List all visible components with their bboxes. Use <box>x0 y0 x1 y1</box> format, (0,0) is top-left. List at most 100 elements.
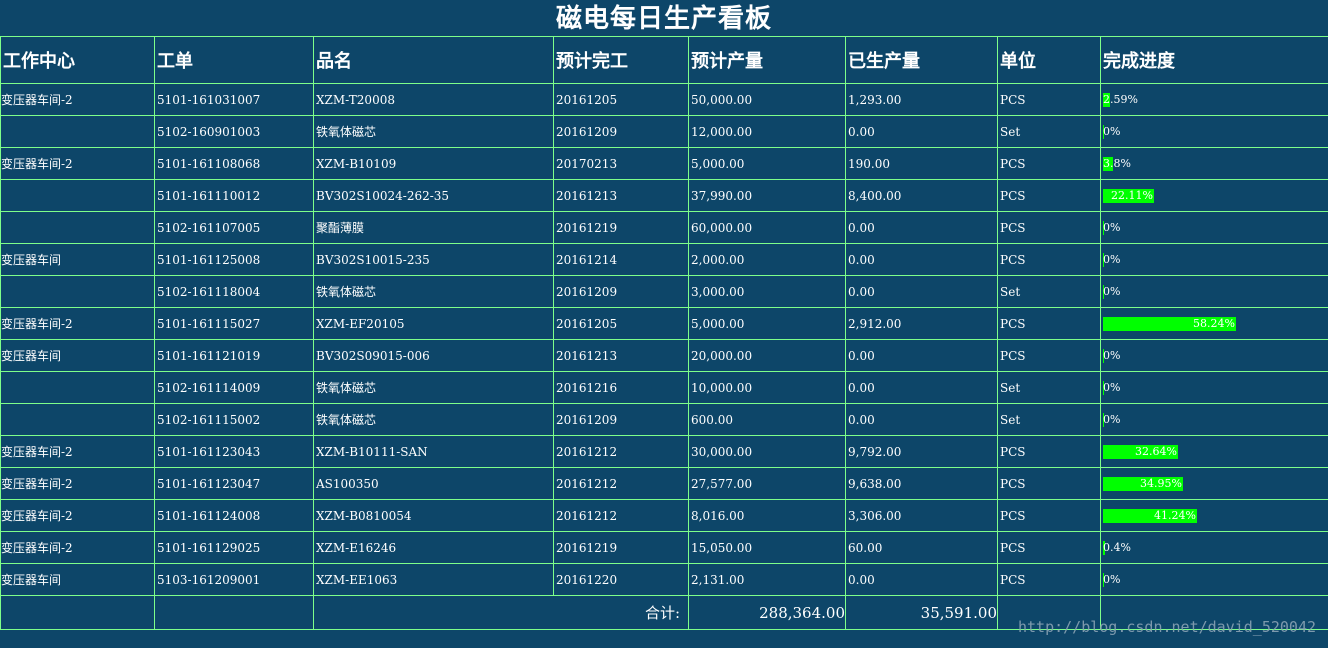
work-order-cell: 5101-161108068 <box>154 147 314 180</box>
planned-qty-cell: 50,000.00 <box>688 83 846 116</box>
work-center-cell: 变压器车间-2 <box>0 499 155 532</box>
unit-cell: PCS <box>997 211 1101 244</box>
table-row: 变压器车间-2 5101-161129025 XZM-E16246 20161219 1… <box>0 531 1328 564</box>
col-header-planned-finish: 预计完工 <box>553 36 689 84</box>
table-row: 变压器车间-2 5101-161123043 XZM-B10111-SAN 20161… <box>0 435 1328 468</box>
work-center-cell <box>0 115 155 148</box>
planned-qty-cell: 37,990.00 <box>688 179 846 212</box>
col-header-work-center: 工作中心 <box>0 36 155 84</box>
unit-cell: PCS <box>997 83 1101 116</box>
work-order-cell: 5102-161114009 <box>154 371 314 404</box>
progress-bar: 41.24% <box>1103 508 1197 523</box>
work-center-cell: 变压器车间 <box>0 339 155 372</box>
produced-qty-cell: 3,306.00 <box>845 499 998 532</box>
progress-cell: 3.8% <box>1100 147 1328 180</box>
unit-cell: PCS <box>997 147 1101 180</box>
progress-cell: 0.4% <box>1100 531 1328 564</box>
progress-bar: 0% <box>1103 284 1121 299</box>
planned-finish-cell: 20161219 <box>553 211 689 244</box>
progress-cell: 34.95% <box>1100 467 1328 500</box>
produced-qty-cell: 0.00 <box>845 563 998 596</box>
progress-bar: 34.95% <box>1103 476 1183 491</box>
produced-qty-cell: 0.00 <box>845 403 998 436</box>
planned-qty-cell: 2,000.00 <box>688 243 846 276</box>
produced-qty-cell: 1,293.00 <box>845 83 998 116</box>
unit-cell: Set <box>997 115 1101 148</box>
planned-finish-cell: 20161219 <box>553 531 689 564</box>
table-row: 变压器车间-2 5101-161124008 XZM-B0810054 2016121… <box>0 499 1328 532</box>
product-name-cell: 铁氧体磁芯 <box>313 371 554 404</box>
table-body: 变压器车间-2 5101-161031007 XZM-T20008 20161205 5… <box>0 83 1328 596</box>
unit-cell: Set <box>997 371 1101 404</box>
col-header-progress: 完成进度 <box>1100 36 1328 84</box>
table-row: 变压器车间-2 5101-161031007 XZM-T20008 20161205 5… <box>0 83 1328 116</box>
planned-finish-cell: 20161209 <box>553 403 689 436</box>
header-row: 工作中心 工单 品名 预计完工 预计产量 已生产量 单位 完成进度 <box>0 36 1328 84</box>
product-name-cell: 铁氧体磁芯 <box>313 275 554 308</box>
product-name-cell: XZM-T20008 <box>313 83 554 116</box>
progress-cell: 0% <box>1100 339 1328 372</box>
col-header-work-order: 工单 <box>154 36 314 84</box>
product-name-cell: BV302S09015-006 <box>313 339 554 372</box>
unit-cell: PCS <box>997 243 1101 276</box>
table-row: 变压器车间-2 5101-161108068 XZM-B10109 20170213 5… <box>0 147 1328 180</box>
planned-qty-cell: 20,000.00 <box>688 339 846 372</box>
progress-bar: 58.24% <box>1103 316 1236 331</box>
total-empty-cell <box>154 595 314 630</box>
progress-cell: 0% <box>1100 371 1328 404</box>
work-order-cell: 5101-161123043 <box>154 435 314 468</box>
work-center-cell: 变压器车间-2 <box>0 435 155 468</box>
unit-cell: PCS <box>997 435 1101 468</box>
progress-bar: 0% <box>1103 348 1121 363</box>
table-row: 5102-160901003 铁氧体磁芯 20161209 12,000.00 0.00… <box>0 115 1328 148</box>
produced-qty-cell: 0.00 <box>845 243 998 276</box>
planned-qty-cell: 3,000.00 <box>688 275 846 308</box>
planned-finish-cell: 20161205 <box>553 83 689 116</box>
progress-bar: 0.4% <box>1103 540 1131 555</box>
planned-finish-cell: 20161212 <box>553 499 689 532</box>
work-order-cell: 5102-161107005 <box>154 211 314 244</box>
progress-cell: 0% <box>1100 275 1328 308</box>
progress-cell: 0% <box>1100 243 1328 276</box>
planned-finish-cell: 20161216 <box>553 371 689 404</box>
work-order-cell: 5101-161115027 <box>154 307 314 340</box>
product-name-cell: 聚酯薄膜 <box>313 211 554 244</box>
progress-bar: 3.8% <box>1103 156 1131 171</box>
table-row: 变压器车间 5103-161209001 XZM-EE1063 20161220 2,1… <box>0 563 1328 596</box>
unit-cell: Set <box>997 275 1101 308</box>
produced-qty-cell: 0.00 <box>845 275 998 308</box>
total-empty-cell <box>0 595 155 630</box>
planned-finish-cell: 20161213 <box>553 339 689 372</box>
work-center-cell: 变压器车间-2 <box>0 147 155 180</box>
planned-qty-cell: 15,050.00 <box>688 531 846 564</box>
product-name-cell: AS100350 <box>313 467 554 500</box>
unit-cell: Set <box>997 403 1101 436</box>
progress-cell: 41.24% <box>1100 499 1328 532</box>
work-order-cell: 5102-161118004 <box>154 275 314 308</box>
table-row: 变压器车间 5101-161125008 BV302S10015-235 201612… <box>0 243 1328 276</box>
planned-finish-cell: 20161213 <box>553 179 689 212</box>
product-name-cell: XZM-EF20105 <box>313 307 554 340</box>
product-name-cell: XZM-EE1063 <box>313 563 554 596</box>
work-order-cell: 5102-161115002 <box>154 403 314 436</box>
progress-bar: 0% <box>1103 572 1121 587</box>
total-label: 合计: <box>313 595 689 630</box>
produced-qty-cell: 0.00 <box>845 211 998 244</box>
planned-finish-cell: 20161212 <box>553 467 689 500</box>
product-name-cell: BV302S10024-262-35 <box>313 179 554 212</box>
planned-qty-cell: 10,000.00 <box>688 371 846 404</box>
progress-cell: 0% <box>1100 115 1328 148</box>
col-header-produced-qty: 已生产量 <box>845 36 998 84</box>
work-center-cell <box>0 403 155 436</box>
produced-qty-cell: 8,400.00 <box>845 179 998 212</box>
watermark: http://blog.csdn.net/david_520042 <box>1017 618 1316 636</box>
progress-cell: 0% <box>1100 211 1328 244</box>
work-order-cell: 5101-161125008 <box>154 243 314 276</box>
work-order-cell: 5103-161209001 <box>154 563 314 596</box>
planned-qty-cell: 12,000.00 <box>688 115 846 148</box>
progress-bar: 0% <box>1103 220 1121 235</box>
planned-qty-cell: 60,000.00 <box>688 211 846 244</box>
product-name-cell: XZM-B0810054 <box>313 499 554 532</box>
work-order-cell: 5101-161121019 <box>154 339 314 372</box>
progress-bar: 0% <box>1103 380 1121 395</box>
